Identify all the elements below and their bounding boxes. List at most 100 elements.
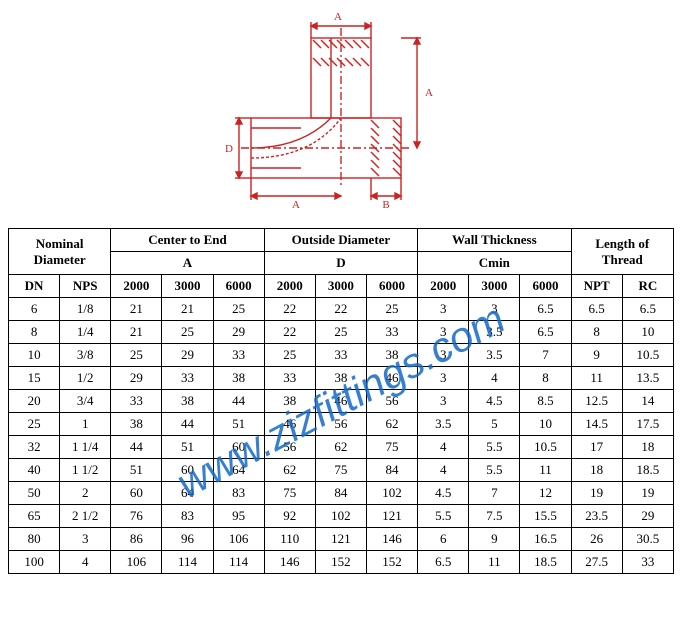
- table-cell: 1: [60, 413, 111, 436]
- table-cell: 25: [264, 344, 315, 367]
- table-cell: 110: [264, 528, 315, 551]
- table-cell: 3.5: [469, 344, 520, 367]
- table-cell: 20: [9, 390, 60, 413]
- dim-label-d: D: [225, 143, 233, 155]
- table-cell: 114: [213, 551, 264, 574]
- table-cell: 44: [213, 390, 264, 413]
- table-cell: 3: [418, 390, 469, 413]
- table-cell: 80: [9, 528, 60, 551]
- table-cell: 51: [111, 459, 162, 482]
- table-cell: 65: [9, 505, 60, 528]
- table-cell: 25: [213, 298, 264, 321]
- table-cell: 75: [264, 482, 315, 505]
- table-cell: 5.5: [469, 436, 520, 459]
- header-group: NominalDiameter: [9, 229, 111, 275]
- header-sub: Cmin: [418, 252, 571, 275]
- table-cell: 14: [622, 390, 673, 413]
- table-cell: 3/8: [60, 344, 111, 367]
- column-header: 2000: [111, 275, 162, 298]
- table-cell: 6.5: [520, 298, 571, 321]
- table-cell: 9: [571, 344, 622, 367]
- table-cell: 4.5: [418, 482, 469, 505]
- table-cell: 121: [366, 505, 417, 528]
- column-header: 3000: [469, 275, 520, 298]
- table-cell: 2: [60, 482, 111, 505]
- table-cell: 1 1/2: [60, 459, 111, 482]
- table-cell: 18.5: [622, 459, 673, 482]
- table-cell: 4: [418, 436, 469, 459]
- table-cell: 29: [162, 344, 213, 367]
- table-cell: 5.5: [469, 459, 520, 482]
- table-cell: 38: [213, 367, 264, 390]
- header-sub: A: [111, 252, 264, 275]
- tee-fitting-svg: A A B D A: [201, 8, 481, 218]
- table-cell: 4: [60, 551, 111, 574]
- table-cell: 40: [9, 459, 60, 482]
- table-cell: 3: [60, 528, 111, 551]
- table-cell: 17: [571, 436, 622, 459]
- table-row: 401 1/251606462758445.5111818.5: [9, 459, 674, 482]
- table-cell: 7: [520, 344, 571, 367]
- table-cell: 6: [9, 298, 60, 321]
- table-cell: 3.5: [418, 413, 469, 436]
- table-cell: 86: [111, 528, 162, 551]
- table-cell: 60: [213, 436, 264, 459]
- column-header: 2000: [264, 275, 315, 298]
- table-cell: 19: [571, 482, 622, 505]
- table-cell: 17.5: [622, 413, 673, 436]
- table-cell: 33: [366, 321, 417, 344]
- table-cell: 26: [571, 528, 622, 551]
- table-cell: 75: [366, 436, 417, 459]
- table-cell: 60: [162, 459, 213, 482]
- table-cell: 62: [264, 459, 315, 482]
- table-row: 2513844514656623.551014.517.5: [9, 413, 674, 436]
- table-cell: 10.5: [520, 436, 571, 459]
- table-row: 652 1/2768395921021215.57.515.523.529: [9, 505, 674, 528]
- table-cell: 102: [366, 482, 417, 505]
- table-body: 61/8212125222225336.56.56.581/4212529222…: [9, 298, 674, 574]
- header-group: Wall Thickness: [418, 229, 571, 252]
- table-cell: 12.5: [571, 390, 622, 413]
- table-cell: 33: [213, 344, 264, 367]
- table-cell: 106: [111, 551, 162, 574]
- table-row: 50260648375841024.57121919: [9, 482, 674, 505]
- table-row: 203/433384438465634.58.512.514: [9, 390, 674, 413]
- table-cell: 3: [418, 367, 469, 390]
- table-cell: 2 1/2: [60, 505, 111, 528]
- table-cell: 38: [162, 390, 213, 413]
- table-cell: 23.5: [571, 505, 622, 528]
- table-cell: 11: [469, 551, 520, 574]
- column-header: 6000: [520, 275, 571, 298]
- dimension-table-wrap: NominalDiameterCenter to EndOutside Diam…: [8, 228, 674, 574]
- table-cell: 11: [571, 367, 622, 390]
- table-cell: 96: [162, 528, 213, 551]
- column-header: 6000: [366, 275, 417, 298]
- table-cell: 6.5: [571, 298, 622, 321]
- table-cell: 8: [9, 321, 60, 344]
- table-cell: 33: [315, 344, 366, 367]
- column-header: 6000: [213, 275, 264, 298]
- table-cell: 21: [162, 298, 213, 321]
- table-cell: 25: [111, 344, 162, 367]
- header-group: Outside Diameter: [264, 229, 417, 252]
- table-cell: 46: [264, 413, 315, 436]
- table-cell: 6: [418, 528, 469, 551]
- table-cell: 56: [315, 413, 366, 436]
- table-cell: 6.5: [520, 321, 571, 344]
- table-cell: 25: [9, 413, 60, 436]
- table-cell: 18: [622, 436, 673, 459]
- dim-label-a-top: A: [334, 11, 342, 23]
- table-cell: 146: [366, 528, 417, 551]
- table-cell: 95: [213, 505, 264, 528]
- table-cell: 22: [264, 321, 315, 344]
- column-header: 3000: [315, 275, 366, 298]
- table-cell: 29: [213, 321, 264, 344]
- table-row: 80386961061101211466916.52630.5: [9, 528, 674, 551]
- table-cell: 102: [315, 505, 366, 528]
- table-cell: 44: [162, 413, 213, 436]
- table-cell: 5.5: [418, 505, 469, 528]
- dimension-table: NominalDiameterCenter to EndOutside Diam…: [8, 228, 674, 574]
- table-cell: 106: [213, 528, 264, 551]
- column-header: RC: [622, 275, 673, 298]
- table-cell: 38: [111, 413, 162, 436]
